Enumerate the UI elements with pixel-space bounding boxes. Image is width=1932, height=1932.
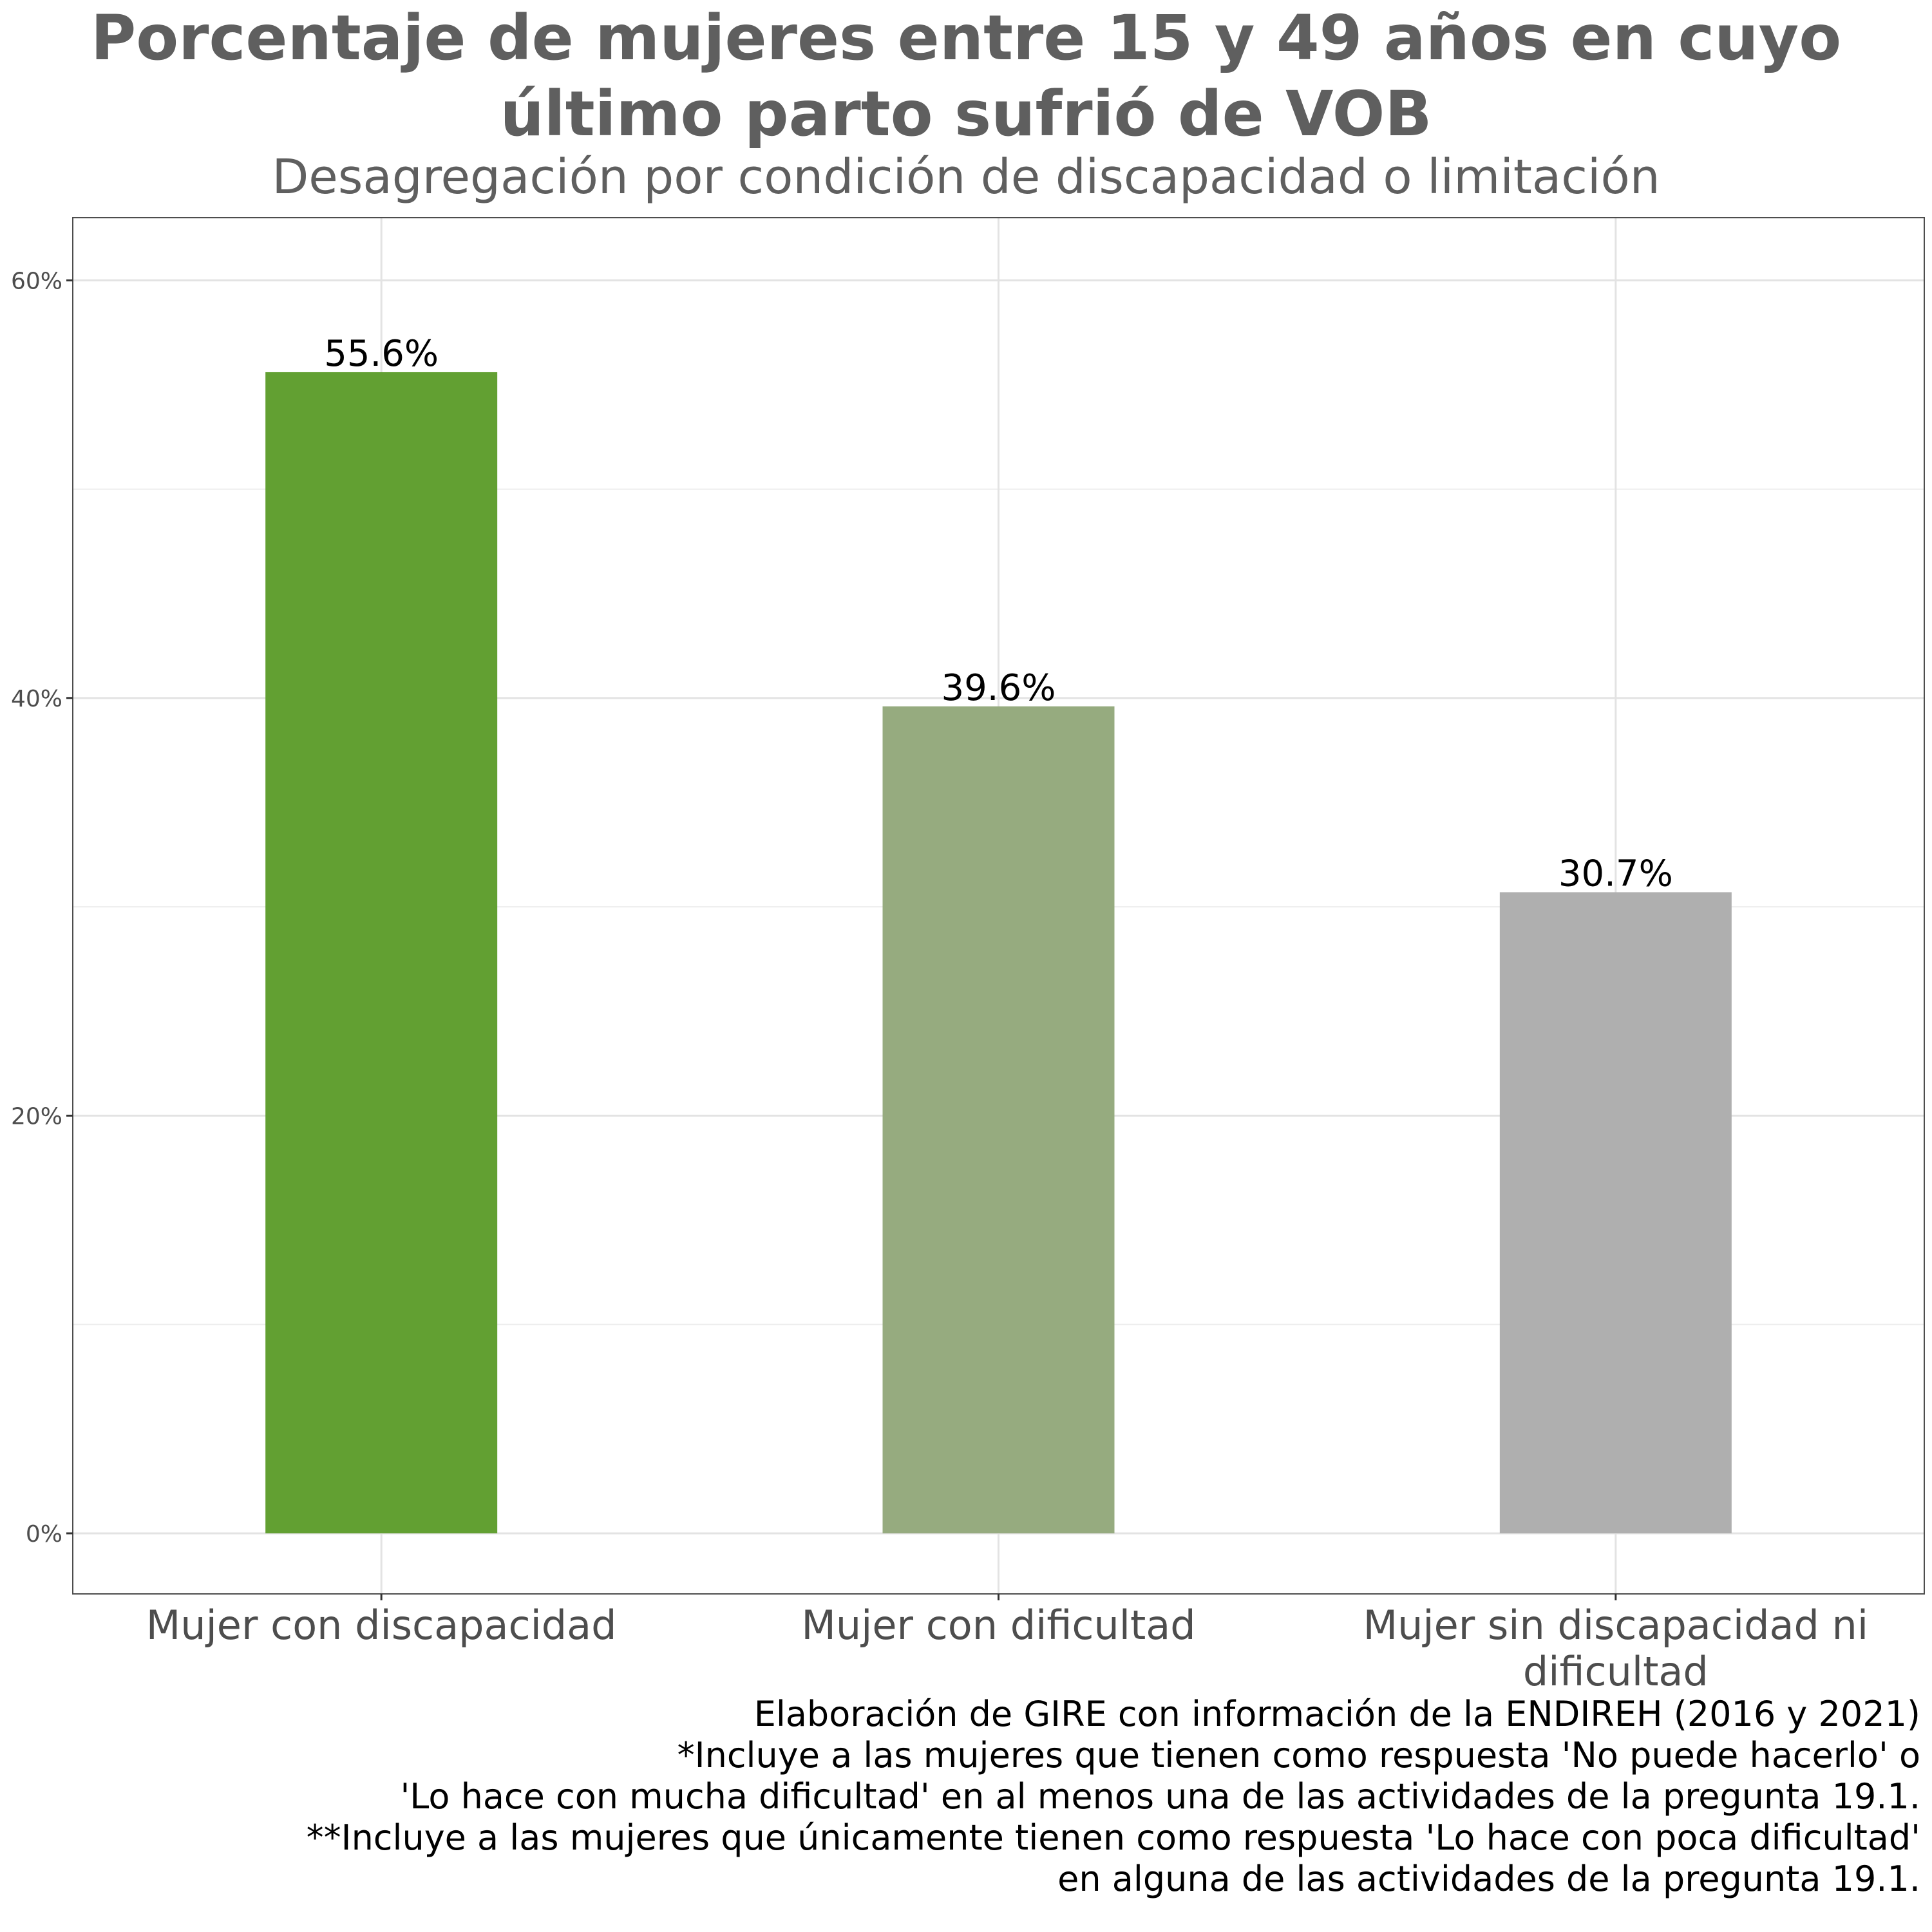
- caption-line-4: **Incluye a las mujeres que únicamente t…: [306, 1817, 1920, 1858]
- bar-chart: 55.6% 39.6% 30.7% 0% 20% 40% 60% Mujer con dis…: [11, 217, 1925, 1687]
- chart-subtitle: Desagregación por condición de discapaci…: [272, 149, 1660, 205]
- x-tick-label-line: Mujer con dificultad: [801, 1602, 1195, 1649]
- caption-line-5: en alguna de las actividades de la pregu…: [1057, 1859, 1920, 1899]
- y-tick-label: 0%: [26, 1521, 62, 1548]
- caption-line-2: *Incluye a las mujeres que tienen como r…: [677, 1735, 1920, 1776]
- y-tick-label: 60%: [11, 268, 62, 294]
- bar: [265, 372, 498, 1533]
- caption-line-1: Elaboración de GIRE con información de l…: [753, 1694, 1920, 1734]
- axis-layer: 0% 20% 40% 60% Mujer con discapacidad Mujer c…: [11, 217, 1925, 1687]
- value-label: 39.6%: [942, 667, 1056, 709]
- caption-line-3: 'Lo hace con mucha dificultad' en al men…: [400, 1776, 1920, 1817]
- bar: [882, 706, 1115, 1533]
- bars-layer: [265, 372, 1732, 1533]
- value-label: 30.7%: [1558, 853, 1673, 895]
- labels-layer: 55.6% 39.6% 30.7%: [324, 333, 1673, 895]
- x-tick-label: Mujer con dificultad: [801, 1602, 1195, 1649]
- chart-title: Porcentaje de mujeres entre 15 y 49 años…: [0, 0, 1932, 152]
- y-tick-label: 20%: [11, 1103, 62, 1130]
- x-tick-label-line: Mujer sin discapacidad ni: [1363, 1602, 1868, 1649]
- x-tick-label-line: dificultad: [1523, 1648, 1709, 1687]
- x-tick-label: Mujer sin discapacidad ni dificultad: [1363, 1602, 1868, 1687]
- value-label: 55.6%: [324, 333, 439, 375]
- chart-caption: Elaboración de GIRE con información de l…: [307, 1694, 1920, 1900]
- chart-title-line-2: último parto sufrió de VOB: [500, 78, 1432, 150]
- bar: [1499, 892, 1732, 1533]
- x-tick-label-line: Mujer con discapacidad: [146, 1602, 617, 1649]
- chart-title-line-1: Porcentaje de mujeres entre 15 y 49 años…: [90, 2, 1842, 74]
- y-tick-label: 40%: [11, 686, 62, 712]
- x-tick-label: Mujer con discapacidad: [146, 1602, 617, 1649]
